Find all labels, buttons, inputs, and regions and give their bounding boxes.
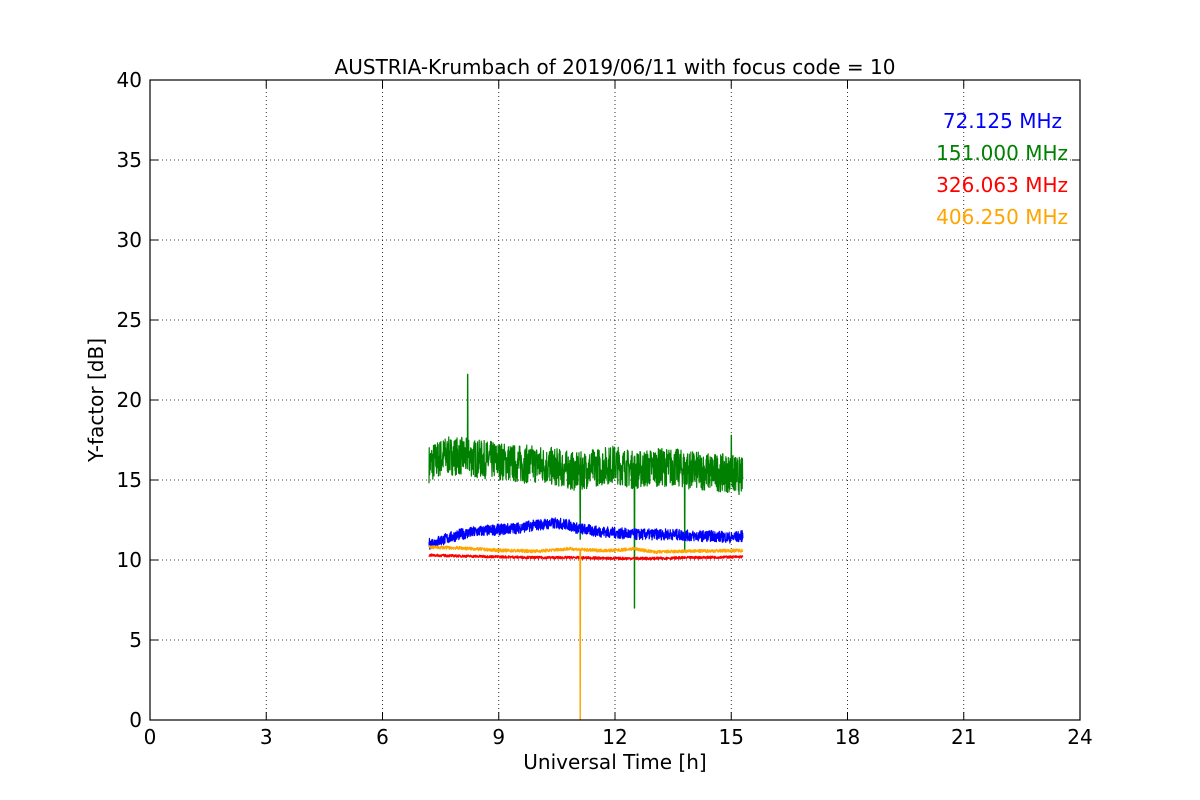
y-tick-label: 15 [117,468,142,492]
tick-labels: 0 3 6 9 12 15 18 21 24 0 5 10 15 20 25 30 35 40 [117,68,1093,749]
y-axis-label: Y-factor [dB] [84,338,108,463]
x-tick-label: 12 [602,725,627,749]
x-tick-label: 15 [719,725,744,749]
x-tick-label: 21 [951,725,976,749]
legend-entry-151mhz: 151.000 MHz [936,141,1068,165]
x-tick-label: 3 [260,725,273,749]
x-axis-label: Universal Time [h] [523,750,706,774]
x-tick-label: 9 [492,725,505,749]
series-line-3 [428,545,744,721]
series-line-2 [428,553,744,561]
legend-entry-326mhz: 326.063 MHz [936,173,1068,197]
y-tick-label: 25 [117,308,142,332]
x-tick-label: 0 [144,725,157,749]
y-tick-label: 30 [117,228,142,252]
legend-entry-406mhz: 406.250 MHz [936,205,1068,229]
series-layer [428,373,744,721]
y-tick-label: 35 [117,148,142,172]
x-tick-label: 18 [835,725,860,749]
y-tick-label: 0 [129,708,142,732]
y-tick-label: 10 [117,548,142,572]
series-line-0 [428,517,744,550]
y-tick-label: 5 [129,628,142,652]
x-tick-label: 6 [376,725,389,749]
grid [150,80,1080,720]
y-tick-label: 40 [117,68,142,92]
legend: 72.125 MHz 151.000 MHz 326.063 MHz 406.2… [936,109,1068,229]
legend-entry-72mhz: 72.125 MHz [943,109,1062,133]
series-line-1 [428,373,744,609]
y-tick-label: 20 [117,388,142,412]
x-tick-label: 24 [1067,725,1092,749]
chart-title: AUSTRIA-Krumbach of 2019/06/11 with focu… [335,55,896,79]
ticks [149,79,1081,721]
